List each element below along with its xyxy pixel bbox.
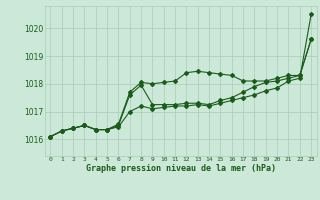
X-axis label: Graphe pression niveau de la mer (hPa): Graphe pression niveau de la mer (hPa) xyxy=(86,164,276,173)
